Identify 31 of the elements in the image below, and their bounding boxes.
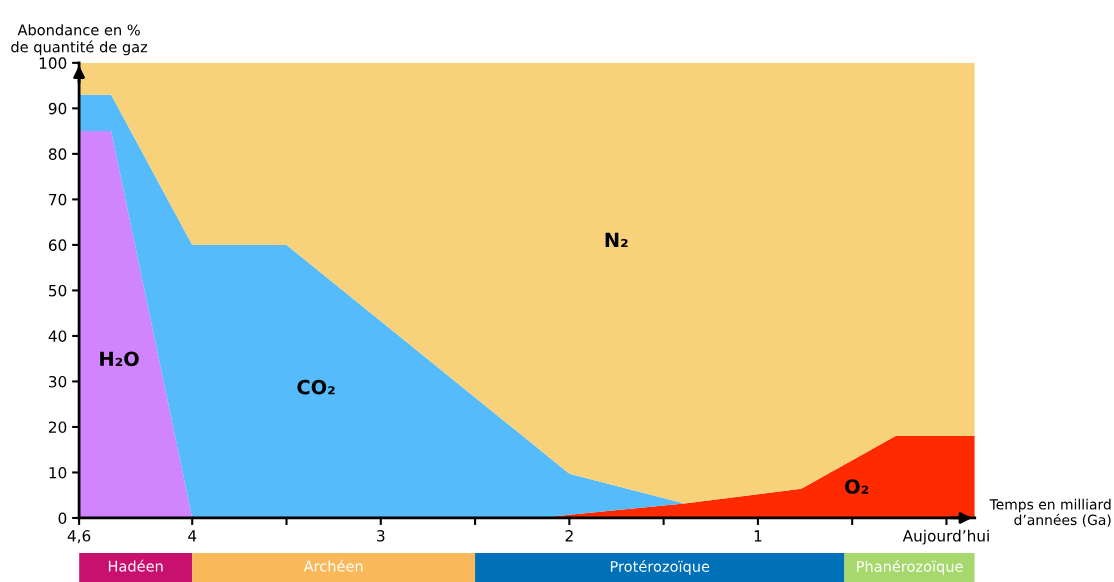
series-label: Protérozoïque <box>610 560 710 575</box>
series-label: Phanérozoïque <box>857 560 963 575</box>
y-tick-label: 40 <box>48 330 67 342</box>
x-tick-label: 4 <box>188 530 197 542</box>
series-label: O₂ <box>845 479 869 494</box>
x-tick-label: 2 <box>565 530 573 542</box>
series-label: H₂O <box>100 351 139 367</box>
bar <box>79 552 193 582</box>
y-tick-label: 10 <box>49 466 67 479</box>
y-tick-label: 80 <box>48 148 67 160</box>
series-label: Archéen <box>303 559 363 572</box>
y-tick-label: 100 <box>39 57 67 69</box>
y-tick-label: 0 <box>58 512 67 524</box>
bar <box>192 552 476 582</box>
x-tick-label: 1 <box>754 530 762 542</box>
x-tick-label: 3 <box>377 530 385 542</box>
y-tick-label: 50 <box>49 284 67 297</box>
x-axis-title: Temps en milliard d’années (Ga) <box>989 498 1111 527</box>
y-tick-label: 90 <box>48 102 67 115</box>
y-tick-label: 30 <box>49 375 67 388</box>
y-tick-label: 60 <box>48 239 67 251</box>
x-tick-label: Aujourd’hui <box>902 529 989 545</box>
x-tick-label: 4,6 <box>67 530 91 544</box>
bar <box>844 552 975 582</box>
series-label: Hadéen <box>108 559 163 572</box>
y-tick-label: 20 <box>48 421 67 433</box>
series-label: CO₂ <box>297 379 335 395</box>
series-label: N₂ <box>605 232 628 248</box>
y-tick-label: 70 <box>49 193 67 206</box>
bar <box>475 552 845 582</box>
y-axis-title: Abondance en % de quantité de gaz <box>11 24 148 56</box>
